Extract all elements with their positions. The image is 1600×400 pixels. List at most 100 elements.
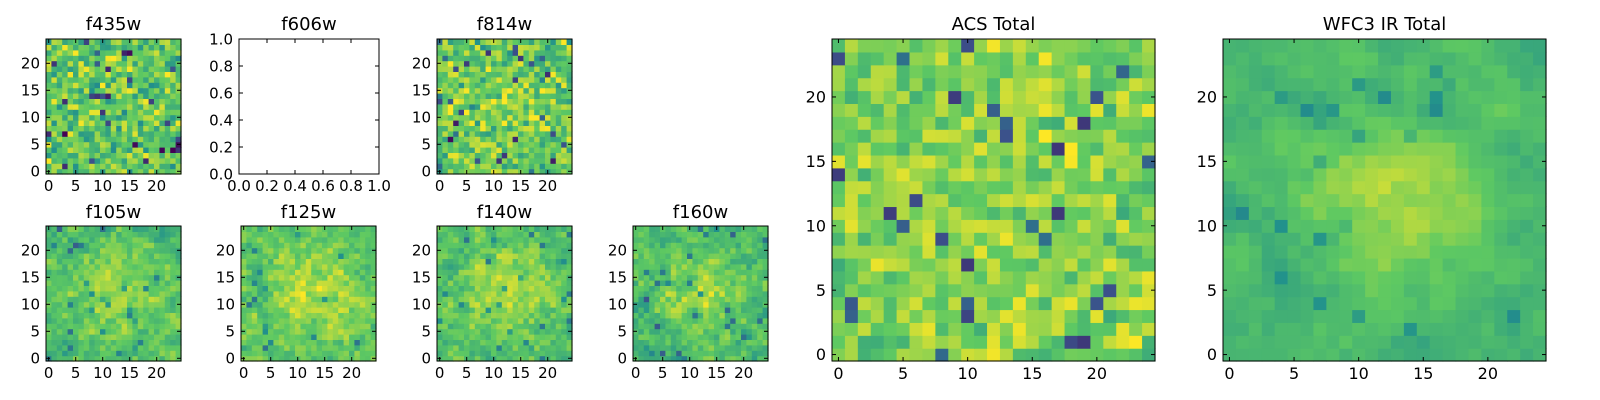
heatmap-cell	[143, 323, 150, 330]
heatmap-cell	[676, 344, 683, 351]
heatmap-cell	[1248, 219, 1263, 233]
heatmap-cell	[1235, 335, 1250, 349]
heatmap-cell	[638, 317, 645, 324]
heatmap-cell	[638, 290, 645, 297]
heatmap-cell	[1090, 245, 1104, 259]
heatmap-cell	[143, 71, 150, 78]
heatmap-cell	[1261, 296, 1276, 311]
heatmap-cell	[284, 242, 291, 249]
heatmap-cell	[349, 344, 355, 351]
heatmap-cell	[1235, 270, 1250, 285]
heatmap-cell	[507, 39, 514, 45]
heatmap-cell	[322, 231, 328, 238]
heatmap-cell	[442, 263, 449, 270]
heatmap-cell	[1494, 257, 1508, 272]
heatmap-cell	[523, 344, 530, 351]
heatmap-cell	[300, 247, 307, 254]
heatmap-cell	[46, 323, 52, 330]
heatmap-cell	[491, 312, 497, 319]
heatmap-cell	[528, 226, 535, 232]
heatmap-cell	[1339, 270, 1353, 285]
heatmap-cell	[724, 236, 731, 243]
heatmap-cell	[338, 317, 345, 324]
heatmap-cell	[638, 280, 645, 286]
heatmap-cell	[132, 130, 139, 137]
heatmap-cell	[148, 130, 155, 137]
heatmap-cell	[295, 301, 301, 308]
heatmap-cell	[999, 283, 1014, 298]
heatmap-cell	[62, 328, 69, 335]
heatmap-cell	[316, 231, 323, 238]
heatmap-cell	[870, 167, 885, 182]
heatmap-cell	[534, 125, 541, 132]
heatmap-cell	[539, 317, 546, 324]
heatmap-cell	[175, 44, 182, 51]
heatmap-cell	[870, 154, 885, 169]
heatmap-cell	[687, 296, 693, 303]
heatmap-cell	[496, 328, 503, 335]
heatmap-cell	[512, 109, 519, 116]
heatmap-cell	[458, 136, 465, 143]
heatmap-cell	[870, 103, 885, 117]
heatmap-cell	[507, 280, 514, 286]
heatmap-cell	[649, 258, 656, 265]
heatmap-cell	[681, 285, 688, 292]
heatmap-cell	[127, 247, 133, 254]
heatmap-cell	[566, 157, 573, 164]
heatmap-cell	[528, 109, 535, 116]
heatmap-cell	[127, 60, 133, 67]
heatmap-cell	[127, 130, 133, 137]
heatmap-cell	[545, 71, 551, 78]
heatmap-cell	[1051, 167, 1066, 182]
heatmap-cell	[56, 231, 63, 238]
heatmap-cell	[127, 263, 133, 270]
heatmap-cell	[961, 219, 975, 233]
heatmap-cell	[1077, 39, 1091, 53]
heatmap-cell	[365, 236, 372, 243]
heatmap-cell	[692, 285, 699, 292]
heatmap-cell	[555, 76, 562, 83]
heatmap-cell	[464, 258, 470, 265]
heatmap-cell	[730, 344, 737, 351]
heatmap-cell	[1352, 245, 1366, 259]
heatmap-cell	[474, 44, 481, 51]
heatmap-cell	[692, 236, 699, 243]
heatmap-cell	[268, 307, 274, 313]
heatmap-cell	[719, 301, 726, 308]
heatmap-cell	[496, 231, 503, 238]
heatmap-cell	[305, 317, 312, 324]
heatmap-cell	[453, 253, 460, 259]
heatmap-cell	[121, 301, 128, 308]
heatmap-cell	[474, 328, 481, 335]
heatmap-cell	[78, 339, 85, 346]
heatmap-cell	[121, 269, 128, 276]
heatmap-cell	[453, 141, 460, 148]
heatmap-cell	[539, 312, 546, 319]
heatmap-cell	[561, 323, 568, 330]
heatmap-cell	[649, 274, 656, 281]
heatmap-cell	[110, 350, 117, 357]
heatmap-cell	[555, 247, 562, 254]
heatmap-cell	[507, 301, 514, 308]
heatmap-cell	[496, 242, 503, 249]
heatmap-cell	[116, 87, 123, 94]
heatmap-cell	[1274, 322, 1289, 336]
heatmap-cell	[257, 242, 264, 249]
heatmap-cell	[56, 98, 63, 105]
heatmap-cell	[501, 136, 508, 143]
heatmap-cell	[1378, 232, 1392, 246]
heatmap-cell	[528, 307, 535, 313]
heatmap-cell	[289, 280, 296, 286]
heatmap-cell	[132, 163, 139, 170]
heatmap-cell	[1455, 219, 1470, 233]
heatmap-cell	[528, 269, 535, 276]
heatmap-cell	[322, 285, 328, 292]
heatmap-cell	[507, 60, 514, 67]
heatmap-cell	[94, 136, 101, 143]
heatmap-cell	[67, 236, 74, 243]
heatmap-cell	[67, 258, 74, 265]
heatmap-cell	[110, 103, 117, 110]
heatmap-cell	[1261, 270, 1276, 285]
heatmap-cell	[365, 242, 372, 249]
heatmap-cell	[159, 328, 166, 335]
